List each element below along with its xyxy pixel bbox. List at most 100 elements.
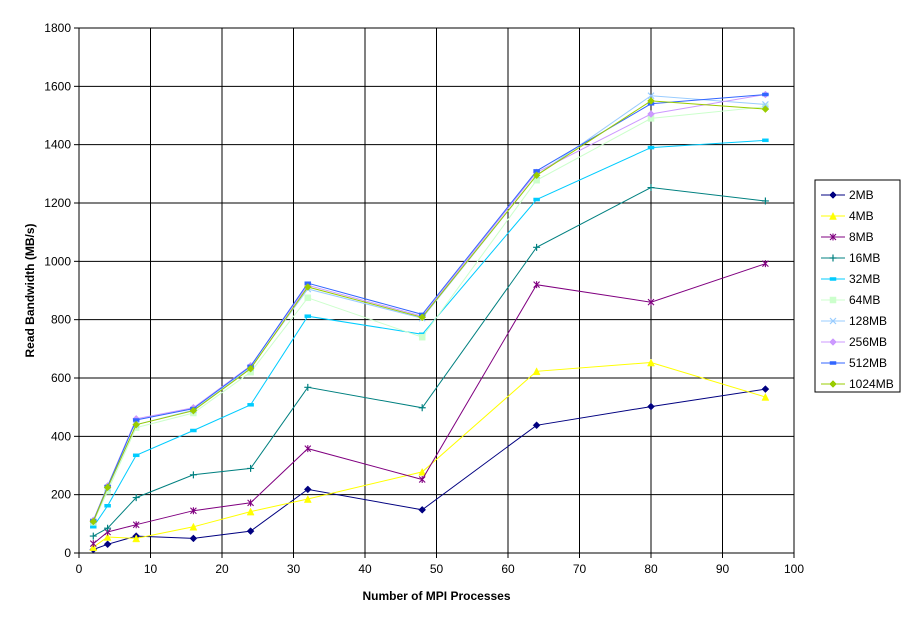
legend-label-512mb: 512MB: [849, 356, 887, 370]
legend-label-2mb: 2MB: [849, 188, 874, 202]
data-point-8mb: [533, 281, 540, 289]
y-tick-label: 1600: [44, 79, 71, 93]
y-tick-label: 1200: [44, 196, 71, 210]
y-tick-label: 200: [51, 488, 71, 502]
series-8mb: [89, 260, 769, 548]
x-tick-label: 90: [716, 562, 730, 576]
data-point-1024mb: [189, 406, 198, 415]
x-tick-label: 50: [430, 562, 444, 576]
data-point-16mb: [104, 524, 112, 532]
data-point-1024mb: [418, 313, 427, 322]
data-point-8mb: [132, 521, 140, 529]
data-point-1024mb: [132, 420, 141, 429]
legend-marker-1024mb: [829, 380, 837, 388]
legend-item-64mb: 64MB: [821, 293, 880, 307]
data-point-2mb: [647, 402, 655, 411]
data-point-16mb: [533, 243, 541, 251]
legend-marker-4mb: [829, 211, 837, 220]
legend-marker-256mb: [829, 338, 837, 346]
data-point-4mb: [189, 522, 198, 531]
data-point-2mb: [103, 540, 112, 549]
gridlines: [79, 27, 795, 553]
legend-item-4mb: 4MB: [821, 209, 874, 223]
series-line-32mb: [92, 139, 766, 528]
data-point-1024mb: [761, 105, 770, 113]
legend: 2MB 4MB 8MB 16MB 32MB 64MB 128MB 256MB 512MB 1024…: [814, 179, 901, 393]
data-point-1024mb: [103, 483, 112, 492]
legend-label-16mb: 16MB: [849, 251, 880, 265]
data-point-1024mb: [303, 283, 312, 291]
y-tick-label: 800: [51, 313, 71, 327]
x-tick-label: 80: [644, 562, 658, 576]
series-line-2mb: [93, 388, 766, 550]
legend-marker-16mb: [829, 254, 837, 262]
data-point-32mb: [104, 504, 111, 508]
data-point-2mb: [761, 385, 770, 393]
legend-item-512mb: 512MB: [821, 356, 887, 370]
data-point-2mb: [532, 421, 541, 430]
x-tick-label: 60: [501, 562, 515, 576]
data-point-2mb: [418, 505, 427, 514]
x-tick-label: 30: [287, 562, 301, 576]
data-point-64mb: [418, 333, 426, 341]
legend-marker-512mb: [829, 361, 837, 365]
data-point-1024mb: [532, 171, 541, 180]
data-point-4mb: [303, 494, 312, 503]
legend-label-256mb: 256MB: [849, 335, 887, 349]
legend-item-1024mb: 1024MB: [821, 377, 894, 391]
data-point-8mb: [247, 499, 254, 507]
legend-label-64mb: 64MB: [849, 293, 880, 307]
x-tick-label: 10: [144, 562, 158, 576]
data-point-4mb: [246, 507, 255, 516]
data-point-512mb: [762, 92, 769, 97]
data-point-4mb: [418, 467, 427, 476]
series-4mb: [89, 358, 770, 551]
data-point-8mb: [304, 445, 312, 453]
legend-item-8mb: 8MB: [821, 230, 874, 244]
data-point-32mb: [533, 197, 540, 202]
data-point-1024mb: [246, 364, 255, 373]
legend-marker-8mb: [829, 233, 837, 241]
y-tick-label: 1000: [44, 254, 71, 268]
legend-item-32mb: 32MB: [821, 272, 880, 286]
x-tick-label: 0: [76, 562, 83, 576]
legend-item-16mb: 16MB: [821, 251, 880, 265]
legend-items: 2MB 4MB 8MB 16MB 32MB 64MB 128MB 256MB 512MB 1024…: [821, 188, 894, 391]
y-tick-label: 1400: [44, 138, 71, 152]
legend-label-128mb: 128MB: [849, 314, 887, 328]
x-axis-title: Number of MPI Processes: [362, 589, 510, 603]
series-16mb: [89, 184, 769, 540]
data-point-16mb: [189, 471, 197, 479]
legend-marker-32mb: [829, 277, 837, 281]
legend-marker-64mb: [829, 296, 837, 304]
data-point-128mb: [647, 92, 655, 100]
legend-item-256mb: 256MB: [821, 335, 887, 349]
data-point-32mb: [190, 428, 197, 433]
series-line-4mb: [93, 361, 766, 548]
legend-box: [814, 179, 901, 393]
legend-label-8mb: 8MB: [849, 230, 874, 244]
data-point-16mb: [132, 494, 140, 502]
data-point-16mb: [304, 383, 312, 391]
x-tick-label: 70: [573, 562, 587, 576]
legend-marker-128mb: [829, 317, 837, 325]
data-point-8mb: [647, 298, 655, 306]
data-point-8mb: [89, 540, 97, 548]
y-axis-title: Read Bandwidth (MB/s): [23, 223, 37, 357]
data-point-2mb: [189, 534, 198, 543]
data-point-8mb: [762, 260, 769, 268]
data-point-1024mb: [647, 97, 655, 105]
series-line-512mb: [92, 94, 766, 522]
data-point-32mb: [132, 453, 140, 458]
axes: 0 10 20 30 40 50 60 70 80 90 100020040060080010001…: [44, 21, 804, 576]
data-point-2mb: [303, 485, 312, 494]
legend-item-128mb: 128MB: [821, 314, 887, 328]
data-point-32mb: [647, 145, 655, 150]
legend-label-32mb: 32MB: [849, 272, 880, 286]
series-line-8mb: [92, 263, 766, 545]
data-point-4mb: [103, 532, 112, 541]
data-point-4mb: [132, 534, 141, 543]
series-line-1024mb: [92, 100, 766, 522]
